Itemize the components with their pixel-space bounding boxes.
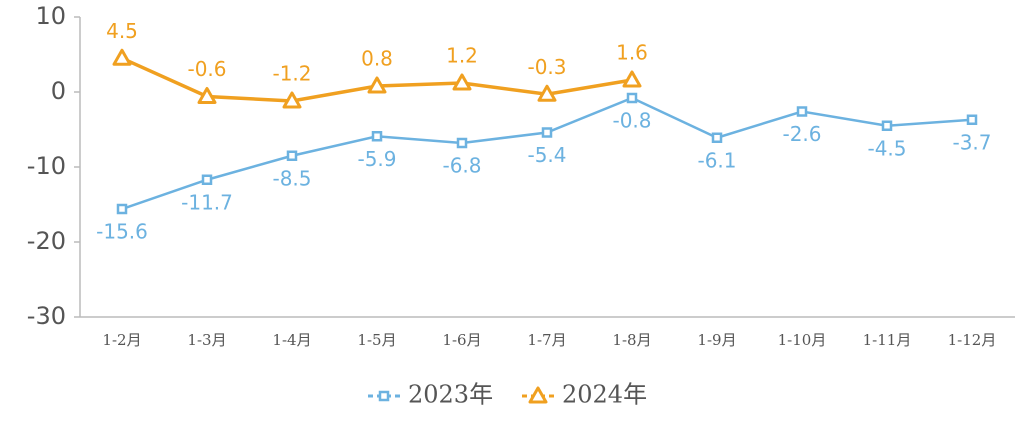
marker <box>112 48 132 66</box>
x-tick-label: 1-2月 <box>102 331 141 349</box>
marker <box>116 203 128 215</box>
marker <box>286 150 298 161</box>
marker <box>966 114 978 125</box>
y-tick-label: 10 <box>35 2 66 30</box>
data-label: -1.2 <box>272 62 311 86</box>
data-label: -2.6 <box>782 122 821 146</box>
x-tick-label: 1-7月 <box>527 331 566 349</box>
x-tick-label: 1-11月 <box>863 331 912 349</box>
marker <box>796 106 808 117</box>
marker <box>881 120 893 131</box>
data-label: -6.8 <box>442 154 481 178</box>
data-label: -0.3 <box>527 55 566 79</box>
marker <box>282 91 302 109</box>
data-label: 1.2 <box>446 44 478 68</box>
x-tick-label: 1-3月 <box>187 331 226 349</box>
y-tick-label: 0 <box>51 77 66 105</box>
marker <box>456 137 468 149</box>
marker <box>622 70 642 88</box>
data-label: 0.8 <box>361 47 393 71</box>
legend-item: 2024年 <box>522 381 647 409</box>
x-tick-label: 1-8月 <box>612 331 651 349</box>
marker <box>541 127 553 138</box>
marker <box>197 87 217 104</box>
data-label: -5.9 <box>357 147 396 171</box>
x-tick-label: 1-10月 <box>778 331 827 349</box>
series: -15.6 -11.7 -8.5 -5.9 -6.8 -5.4 -0.8 -6.1 -2.6 -4… <box>96 92 992 244</box>
data-label: -11.7 <box>181 190 233 214</box>
marker <box>528 386 548 404</box>
data-label: -5.4 <box>527 143 566 167</box>
data-label: -4.5 <box>867 136 906 160</box>
legend-item: 2023年 <box>368 381 493 409</box>
marker <box>371 131 383 142</box>
marker <box>711 132 723 143</box>
data-label: -0.8 <box>612 109 651 133</box>
marker <box>367 76 387 94</box>
marker <box>452 73 472 91</box>
y-tick-label: -20 <box>27 227 66 255</box>
data-label: 1.6 <box>616 41 648 65</box>
x-tick-label: 1-9月 <box>697 331 736 349</box>
legend-label: 2023年 <box>408 381 493 409</box>
data-label: -8.5 <box>272 166 311 190</box>
x-tick-label: 1-12月 <box>948 331 997 349</box>
series: 4.5 -0.6 -1.2 0.8 1.2 -0.3 1.6 <box>106 19 648 109</box>
marker <box>201 174 213 185</box>
data-label: -3.7 <box>952 130 991 154</box>
x-tick-label: 1-6月 <box>442 331 481 349</box>
data-label: 4.5 <box>106 19 138 43</box>
x-tick-label: 1-5月 <box>357 331 396 349</box>
marker <box>537 84 557 102</box>
y-tick-label: -10 <box>27 152 66 180</box>
marker <box>378 390 390 402</box>
x-tick-label: 1-4月 <box>272 331 311 349</box>
data-label: -6.1 <box>697 148 736 172</box>
legend-label: 2024年 <box>562 381 647 409</box>
data-label: -15.6 <box>96 220 148 244</box>
data-label: -0.6 <box>187 57 226 81</box>
marker <box>626 92 638 104</box>
y-tick-label: -30 <box>27 302 66 330</box>
